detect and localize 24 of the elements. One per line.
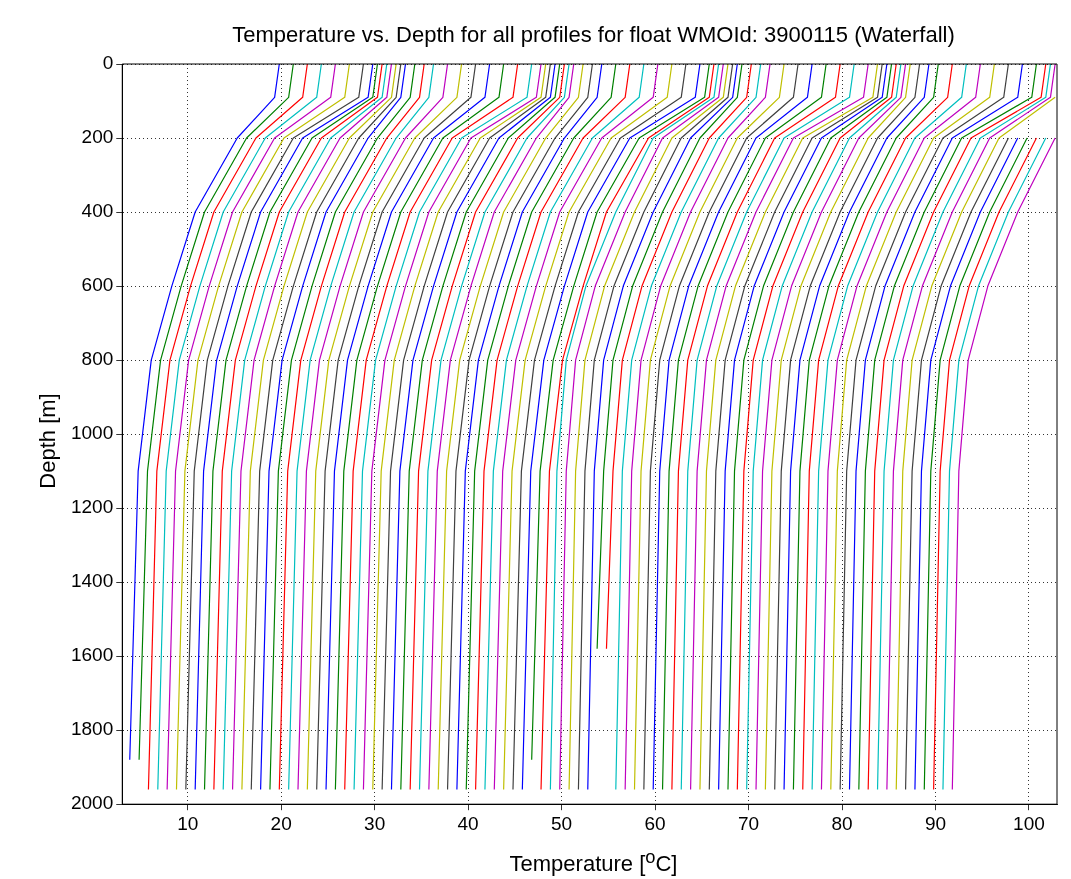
y-tick-label: 1400 [70, 570, 114, 592]
y-tick-label: 1600 [70, 644, 114, 666]
x-tick-label: 10 [177, 812, 199, 834]
y-tick-label: 0 [102, 52, 114, 74]
y-tick-label: 600 [81, 274, 114, 296]
x-tick-label: 100 [1013, 812, 1045, 834]
y-tick-label: 200 [81, 126, 114, 148]
x-tick-label: 40 [457, 812, 479, 834]
y-axis-title: Depth [m] [35, 392, 61, 491]
x-tick-label: 60 [644, 812, 666, 834]
x-axis-title: Temperature [$^{o}$C] [508, 846, 679, 878]
x-tick-label: 80 [831, 812, 853, 834]
y-tick-label: 800 [81, 348, 114, 370]
x-tick-label: 50 [551, 812, 573, 834]
y-tick-label: 2000 [70, 792, 114, 814]
y-tick-label: 1200 [70, 496, 114, 518]
x-tick-label: 90 [924, 812, 947, 834]
y-tick-label: 1800 [70, 718, 114, 740]
x-tick-label: 70 [737, 812, 760, 834]
x-tick-label: 20 [270, 812, 292, 834]
x-tick-label: 30 [364, 812, 386, 834]
y-tick-label: 1000 [70, 422, 114, 444]
chart-title: Temperature vs. Depth for all profiles for float WMOId: 3900115 (Waterfall) [231, 22, 956, 48]
y-tick-label: 400 [81, 200, 114, 222]
